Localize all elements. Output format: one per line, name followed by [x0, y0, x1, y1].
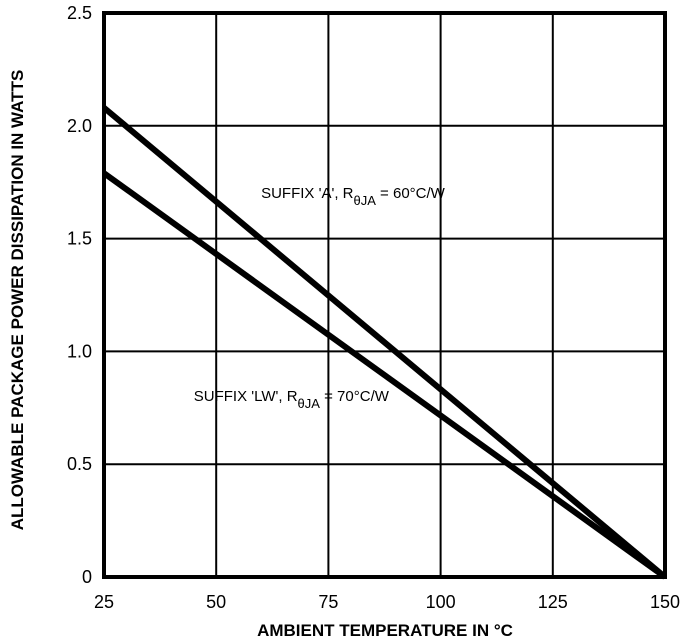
x-tick-label: 75 [318, 592, 338, 612]
x-tick-labels: 25 50 75 100 125 150 [94, 592, 680, 612]
series-line-2 [102, 170, 667, 580]
x-axis-label: AMBIENT TEMPERATURE IN °C [257, 621, 513, 640]
x-tick-label: 100 [426, 592, 456, 612]
x-tick-label: 150 [650, 592, 680, 612]
series-lines [102, 105, 667, 580]
annotations: SUFFIX 'A', RθJA = 60°C/W SUFFIX 'LW', Rθ… [194, 185, 446, 411]
y-axis-label: ALLOWABLE PACKAGE POWER DISSIPATION IN W… [8, 70, 27, 531]
y-tick-label: 1.5 [67, 229, 92, 249]
x-tick-label: 125 [538, 592, 568, 612]
y-tick-label: 2.5 [67, 3, 92, 23]
x-tick-label: 25 [94, 592, 114, 612]
y-tick-label: 1.0 [67, 341, 92, 361]
y-tick-label: 0 [82, 567, 92, 587]
plot-frame [102, 11, 667, 579]
grid-lines [104, 13, 665, 577]
x-tick-label: 50 [206, 592, 226, 612]
annotation-1: SUFFIX 'A', RθJA = 60°C/W [261, 185, 446, 208]
y-tick-label: 0.5 [67, 454, 92, 474]
series-line-1 [102, 105, 667, 580]
y-tick-labels: 0 0.5 1.0 1.5 2.0 2.5 [67, 3, 92, 587]
y-tick-label: 2.0 [67, 116, 92, 136]
annotation-2: SUFFIX 'LW', RθJA = 70°C/W [194, 388, 390, 411]
